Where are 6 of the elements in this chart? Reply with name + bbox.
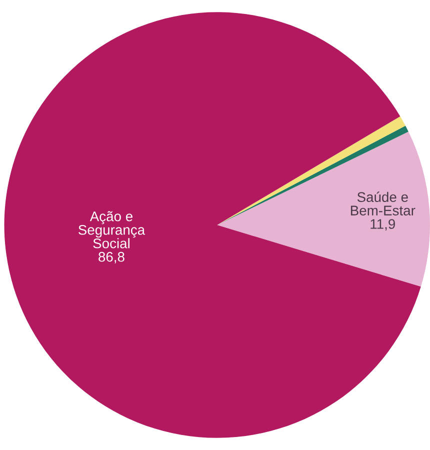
slice-label: Ação e Segurança Social — [78, 211, 146, 248]
data-label: 86,8 — [98, 252, 124, 264]
pie-slice — [4, 12, 421, 438]
data-label: 11,9 — [370, 219, 395, 231]
pie-slice — [217, 132, 430, 287]
slice-label: Saúde e Bem-Estar — [350, 192, 416, 216]
